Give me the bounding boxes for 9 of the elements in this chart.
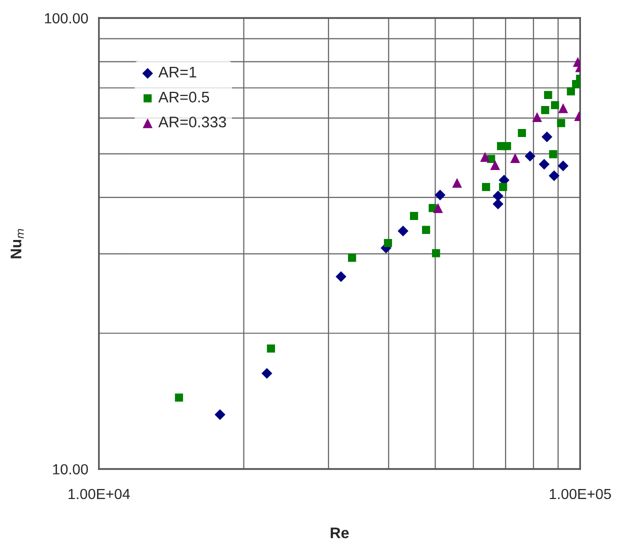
x-tick-label: 1.00E+05 <box>550 488 611 500</box>
legend-label: AR=0.5 <box>158 92 210 102</box>
y-axis-title: Nu$_{m}$ <box>10 229 24 258</box>
legend-label: AR=0.333 <box>158 116 226 128</box>
y-tick-label: 10.00 <box>53 464 88 474</box>
y-tick-label: 100.00 <box>45 13 88 24</box>
x-axis-title: Re <box>330 528 349 538</box>
x-tick-label: 1.00E+04 <box>68 488 130 500</box>
legend-label: AR=1 <box>158 66 196 78</box>
